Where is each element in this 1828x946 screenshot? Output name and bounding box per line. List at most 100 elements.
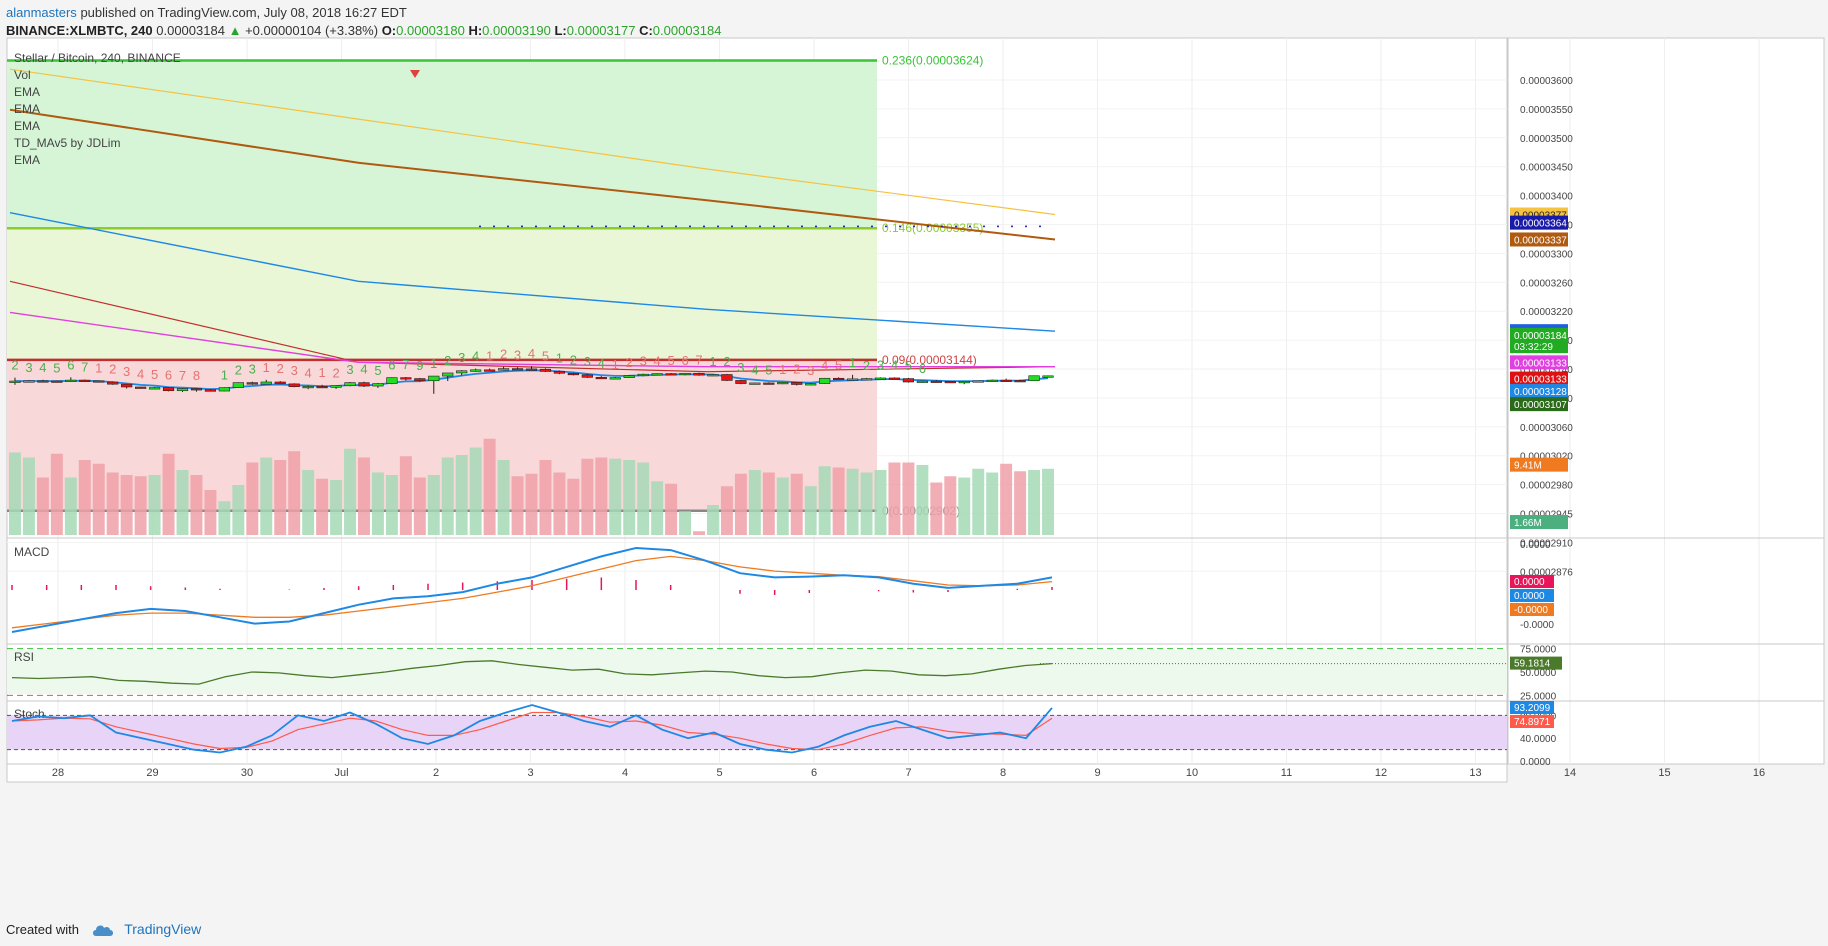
td-dot: [521, 225, 523, 228]
td-count-label: 5: [905, 358, 912, 373]
volume-bar: [707, 505, 719, 535]
x-tick-label: 10: [1186, 767, 1198, 779]
volume-bar: [916, 465, 929, 535]
candle: [902, 378, 915, 383]
volume-bar: [972, 468, 985, 535]
volume-bar: [567, 478, 580, 535]
ema-line-yellow: [9, 68, 1056, 216]
rsi-label-text: 59.1814: [1514, 659, 1551, 670]
candle: [330, 385, 342, 388]
td-dot: [899, 225, 901, 228]
td-dot: [745, 225, 747, 228]
td-dot: [717, 225, 719, 228]
td-dot: [1025, 225, 1027, 228]
candle: [497, 368, 510, 371]
volume-bar: [120, 475, 133, 535]
stoch-label-text: 74.8971: [1514, 717, 1551, 728]
y-tick-label: 0.00003140: [1520, 365, 1573, 376]
td-count-label: 1: [709, 354, 716, 369]
stoch-band: [7, 715, 1507, 750]
td-count-label: 4: [137, 367, 144, 382]
candle: [777, 382, 789, 385]
volume-bar: [302, 470, 315, 535]
candle: [93, 380, 105, 383]
td-dot: [1039, 225, 1041, 228]
volume-bar: [1014, 471, 1027, 535]
td-count-label: 3: [877, 357, 884, 372]
volume-bar: [413, 477, 426, 535]
rsi-tick: 50.0000: [1520, 668, 1557, 679]
candle: [819, 377, 831, 384]
td-count-label: 5: [667, 353, 674, 368]
y-tick-label: 0.00003550: [1520, 105, 1573, 116]
x-tick-label: 12: [1375, 767, 1387, 779]
price-label: 9.41M: [1510, 457, 1568, 472]
td-count-label: 1: [263, 360, 270, 375]
candle: [442, 372, 454, 377]
volume-bar: [958, 477, 971, 535]
volume-bar: [511, 476, 524, 535]
candle: [721, 374, 733, 381]
td-dot: [493, 225, 495, 228]
candle: [916, 380, 928, 383]
volume-bar: [92, 463, 105, 535]
x-tick-label: 30: [241, 767, 253, 779]
ema-line-blue_slow: [9, 212, 1056, 332]
td-dot: [829, 225, 831, 228]
td-count-label: 6: [681, 353, 688, 368]
candle: [833, 377, 845, 381]
legend-entry: EMA: [14, 119, 40, 133]
volume-bar: [148, 475, 161, 535]
candle: [232, 382, 244, 388]
stoch-tick: 0.0000: [1520, 757, 1551, 768]
x-tick-label: 14: [1564, 767, 1576, 779]
volume-bar: [818, 466, 831, 535]
volume-bar: [469, 447, 482, 535]
volume-bar: [553, 472, 566, 535]
price-label-text: 0.00003337: [1514, 235, 1567, 246]
y-tick-label: 0.00002910: [1520, 538, 1573, 549]
td-count-label: 3: [584, 354, 591, 369]
td-dot: [843, 225, 845, 228]
rsi-label-box: [1510, 656, 1562, 670]
td-count-label: 7: [402, 357, 409, 372]
published-text: published on TradingView.com, July 08, 2…: [80, 5, 407, 20]
volume-bar: [790, 473, 803, 535]
candle: [609, 377, 621, 380]
volume-bar: [609, 458, 622, 535]
candle: [805, 383, 817, 386]
candle: [121, 383, 133, 388]
td-dot: [577, 225, 579, 228]
td-dot: [801, 225, 803, 228]
candle: [874, 377, 887, 380]
candle: [274, 381, 286, 385]
candle: [860, 378, 873, 381]
x-tick-label: Jul: [334, 767, 348, 779]
volume-bar: [888, 462, 901, 535]
td-count-label: 9: [416, 358, 423, 373]
tradingview-brand-link[interactable]: TradingView: [124, 921, 202, 937]
candle: [176, 388, 189, 392]
trading-chart[interactable]: 28 29 30 Jul 2 3 4 5 6 7 8 9 10 11 12 13 14 15 160.0000360…: [0, 0, 1828, 916]
candle: [567, 372, 579, 376]
macd-label-box: [1510, 589, 1554, 602]
td-count-label: 3: [123, 364, 130, 379]
td-count-label: 2: [332, 365, 339, 380]
td-count-label: 5: [53, 360, 60, 375]
price-change: +0.00000104 (+3.38%): [245, 23, 379, 38]
price-label-text: 0.00003128: [1514, 387, 1567, 398]
author-link[interactable]: alanmasters: [6, 5, 77, 20]
rsi-tick: 75.0000: [1520, 645, 1557, 656]
volume-bar: [581, 458, 594, 535]
legend-entry: Vol: [14, 68, 31, 82]
candle: [190, 388, 203, 391]
td-count-label: 3: [514, 347, 521, 362]
candle: [9, 380, 21, 383]
candle: [1042, 375, 1054, 378]
macd-label-box: [1510, 603, 1554, 616]
y-tick-label: 0.00003300: [1520, 249, 1573, 260]
close-label: C:: [639, 23, 653, 38]
candle: [23, 380, 35, 383]
volume-bar: [22, 457, 35, 535]
td-count-label: 1: [849, 355, 856, 370]
